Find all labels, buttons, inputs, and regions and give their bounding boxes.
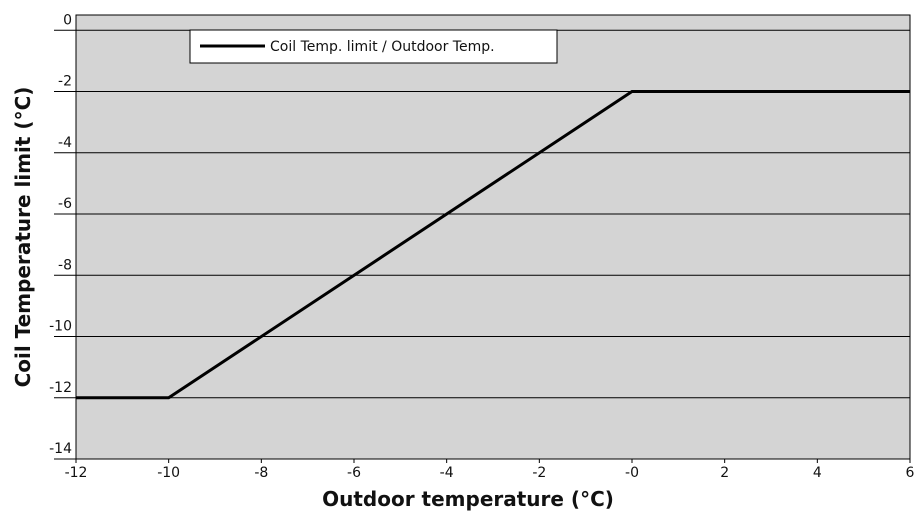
y-tick-label: -4 [58,135,72,151]
y-tick-label: -2 [58,74,72,90]
x-tick-label: 2 [720,465,729,481]
x-tick-label: -12 [65,465,88,481]
y-axis-title: Coil Temperature limit (°C) [11,87,35,388]
plot-area [75,14,911,460]
x-tick-label: -10 [157,465,180,481]
legend-label: Coil Temp. limit / Outdoor Temp. [270,39,495,55]
y-tick-label: -6 [58,196,72,212]
y-tick-label: -12 [49,380,72,396]
x-tick-label: -0 [625,465,639,481]
y-tick-label: -8 [58,257,72,273]
x-tick-label: -6 [347,465,361,481]
x-axis-title: Outdoor temperature (°C) [322,487,614,511]
y-tick-label: 0 [63,12,72,28]
x-tick-label: 6 [906,465,914,481]
y-tick-label: -14 [49,441,72,457]
x-tick-label: -2 [532,465,546,481]
x-tick-label: -4 [440,465,454,481]
data-line [76,90,910,400]
x-tick-label: 4 [813,465,822,481]
x-tick-label: -8 [254,465,268,481]
y-tick-label: -10 [49,319,72,335]
